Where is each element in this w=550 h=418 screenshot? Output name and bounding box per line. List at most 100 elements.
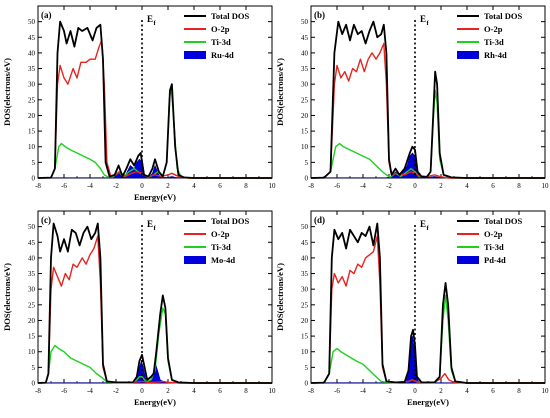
panel-d: -8 -6 -4 -2 0 2 4 6 8 10 0 5 10 15 20 25 30 35 40 45 50 Energ… [275,210,549,407]
legend-entry-label: Ti-3d [484,242,504,252]
y-tick-label: 25 [28,301,36,309]
y-tick-label: 45 [301,239,309,247]
y-tick-label: 20 [301,112,309,120]
x-tick-label: 4 [465,182,469,190]
y-tick-label: 35 [301,65,309,73]
series-ti-3d-line [37,307,272,384]
x-tick-label: -8 [308,182,314,190]
legend-entry-label: Ti-3d [211,37,231,47]
y-axis-label: DOS(electrons/eV) [275,263,285,331]
x-tick-label: 0 [413,387,417,395]
series-total-dos-line [37,20,272,179]
legend-swatch [457,51,479,59]
plot-frame [310,210,546,384]
y-tick-label: 20 [301,317,309,325]
panel-label: (b) [314,10,325,20]
x-tick-label: 0 [140,387,144,395]
y-tick-label: 15 [28,333,36,341]
series-total-dos-line [310,20,545,179]
series-ti-3d-line [37,86,272,179]
x-tick-label: -2 [113,387,119,395]
fermi-level-subscript: f [427,20,430,27]
x-tick-label: -6 [61,387,67,395]
x-tick-label: 0 [140,182,144,190]
y-tick-label: 30 [301,81,309,89]
fermi-level-label: E [420,14,426,24]
y-tick-label: 15 [28,128,36,136]
y-tick-label: 5 [305,364,309,372]
y-tick-label: 5 [32,364,36,372]
x-tick-label: 2 [166,387,170,395]
x-axis-label: Energy(eV) [407,397,449,407]
x-tick-label: -2 [113,182,119,190]
y-tick-label: 15 [301,128,309,136]
legend-swatch [457,256,479,264]
legend-entry-label: O-2p [484,24,503,34]
y-tick-label: 40 [28,49,36,57]
x-tick-label: -8 [308,387,314,395]
series-total-dos-line [37,222,272,384]
x-tick-label: 0 [413,182,417,190]
x-tick-label: 6 [491,182,495,190]
legend-entry-label: Total DOS [484,216,522,226]
y-axis-label: DOS(electrons/eV) [2,263,12,331]
x-tick-label: -6 [334,387,340,395]
x-tick-label: -4 [87,387,93,395]
panel-c: -8 -6 -4 -2 0 2 4 6 8 10 0 5 10 15 20 25 30 35 40 45 50 Energ… [2,210,276,407]
y-tick-label: 50 [28,18,36,26]
x-tick-label: 2 [439,182,443,190]
y-tick-label: 10 [28,143,36,151]
series-ti-3d-line [310,294,545,384]
y-tick-label: 10 [301,143,309,151]
x-axis-label: Energy(eV) [134,397,176,407]
legend-entry-label: O-2p [211,229,230,239]
legend-swatch [184,256,206,264]
fermi-level-subscript: f [427,225,430,232]
x-tick-label: 8 [517,387,521,395]
y-tick-label: 45 [301,34,309,42]
y-tick-label: 50 [301,223,309,231]
y-tick-label: 30 [301,286,309,294]
x-tick-label: -8 [35,182,41,190]
y-tick-label: 50 [301,18,309,26]
y-tick-label: 35 [301,270,309,278]
y-tick-label: 35 [28,270,36,278]
legend-entry-label: Total DOS [211,216,249,226]
legend-entry-label: O-2p [484,229,503,239]
legend-entry-label: Mo-4d [211,255,235,265]
y-tick-label: 10 [28,348,36,356]
legend-entry-label: O-2p [211,24,230,34]
x-tick-label: -4 [360,182,366,190]
x-tick-label: 8 [517,182,521,190]
y-tick-label: 0 [32,380,36,388]
x-tick-label: 4 [192,387,196,395]
y-tick-label: 25 [301,96,309,104]
x-tick-label: 4 [192,182,196,190]
series-rh-4d-area [310,152,546,179]
panel-label: (a) [41,10,52,20]
legend-entry-label: Rh-4d [484,50,507,60]
x-tick-label: 10 [269,182,277,190]
y-tick-label: 45 [28,239,36,247]
y-tick-label: 40 [28,254,36,262]
y-tick-label: 5 [32,159,36,167]
y-tick-label: 30 [28,81,36,89]
panel-a: -8 -6 -4 -2 0 2 4 6 8 10 0 5 10 15 20 25 30 35 40 45 50 Energ… [2,5,277,202]
y-tick-label: 0 [305,175,309,183]
x-tick-label: 2 [166,182,170,190]
y-tick-label: 5 [305,159,309,167]
series-o-2p-line [37,39,272,179]
x-tick-label: -4 [87,182,93,190]
y-tick-label: 35 [28,65,36,73]
fermi-level-label: E [420,219,426,229]
x-tick-label: 8 [244,182,248,190]
legend-entry-label: Total DOS [484,11,522,21]
panel-b: -8 -6 -4 -2 0 2 4 6 8 10 0 5 10 15 20 25 30 35 40 45 50 DOS(e… [275,5,549,190]
fermi-level-subscript: f [154,20,157,27]
series-o-2p-line [310,42,545,179]
y-tick-label: 20 [28,112,36,120]
y-tick-label: 40 [301,49,309,57]
x-tick-label: 4 [465,387,469,395]
y-tick-label: 45 [28,34,36,42]
legend-entry-label: Ti-3d [211,242,231,252]
